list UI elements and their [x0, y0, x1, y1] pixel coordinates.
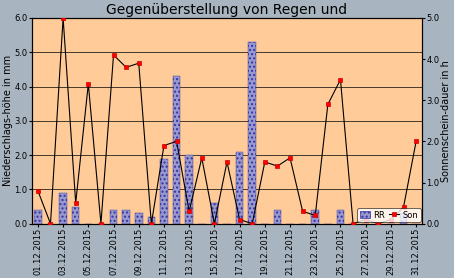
- Bar: [337, 210, 344, 224]
- Bar: [236, 152, 243, 224]
- Bar: [123, 210, 130, 224]
- Y-axis label: Niederschlags-höhe in mm: Niederschlags-höhe in mm: [3, 55, 13, 186]
- Y-axis label: Sonnenschein-dauer in h: Sonnenschein-dauer in h: [441, 60, 451, 182]
- Bar: [274, 210, 281, 224]
- Bar: [400, 214, 407, 224]
- Bar: [211, 203, 218, 224]
- Bar: [110, 210, 117, 224]
- Bar: [135, 214, 143, 224]
- Bar: [248, 42, 256, 224]
- Bar: [160, 158, 168, 224]
- Bar: [185, 155, 193, 224]
- Bar: [148, 217, 155, 224]
- Bar: [173, 76, 180, 224]
- Bar: [59, 193, 67, 224]
- Bar: [34, 210, 42, 224]
- Bar: [72, 207, 79, 224]
- Title: Gegenüberstellung von Regen und: Gegenüberstellung von Regen und: [106, 3, 348, 17]
- Bar: [311, 210, 319, 224]
- Legend: RR, Son: RR, Son: [357, 208, 421, 222]
